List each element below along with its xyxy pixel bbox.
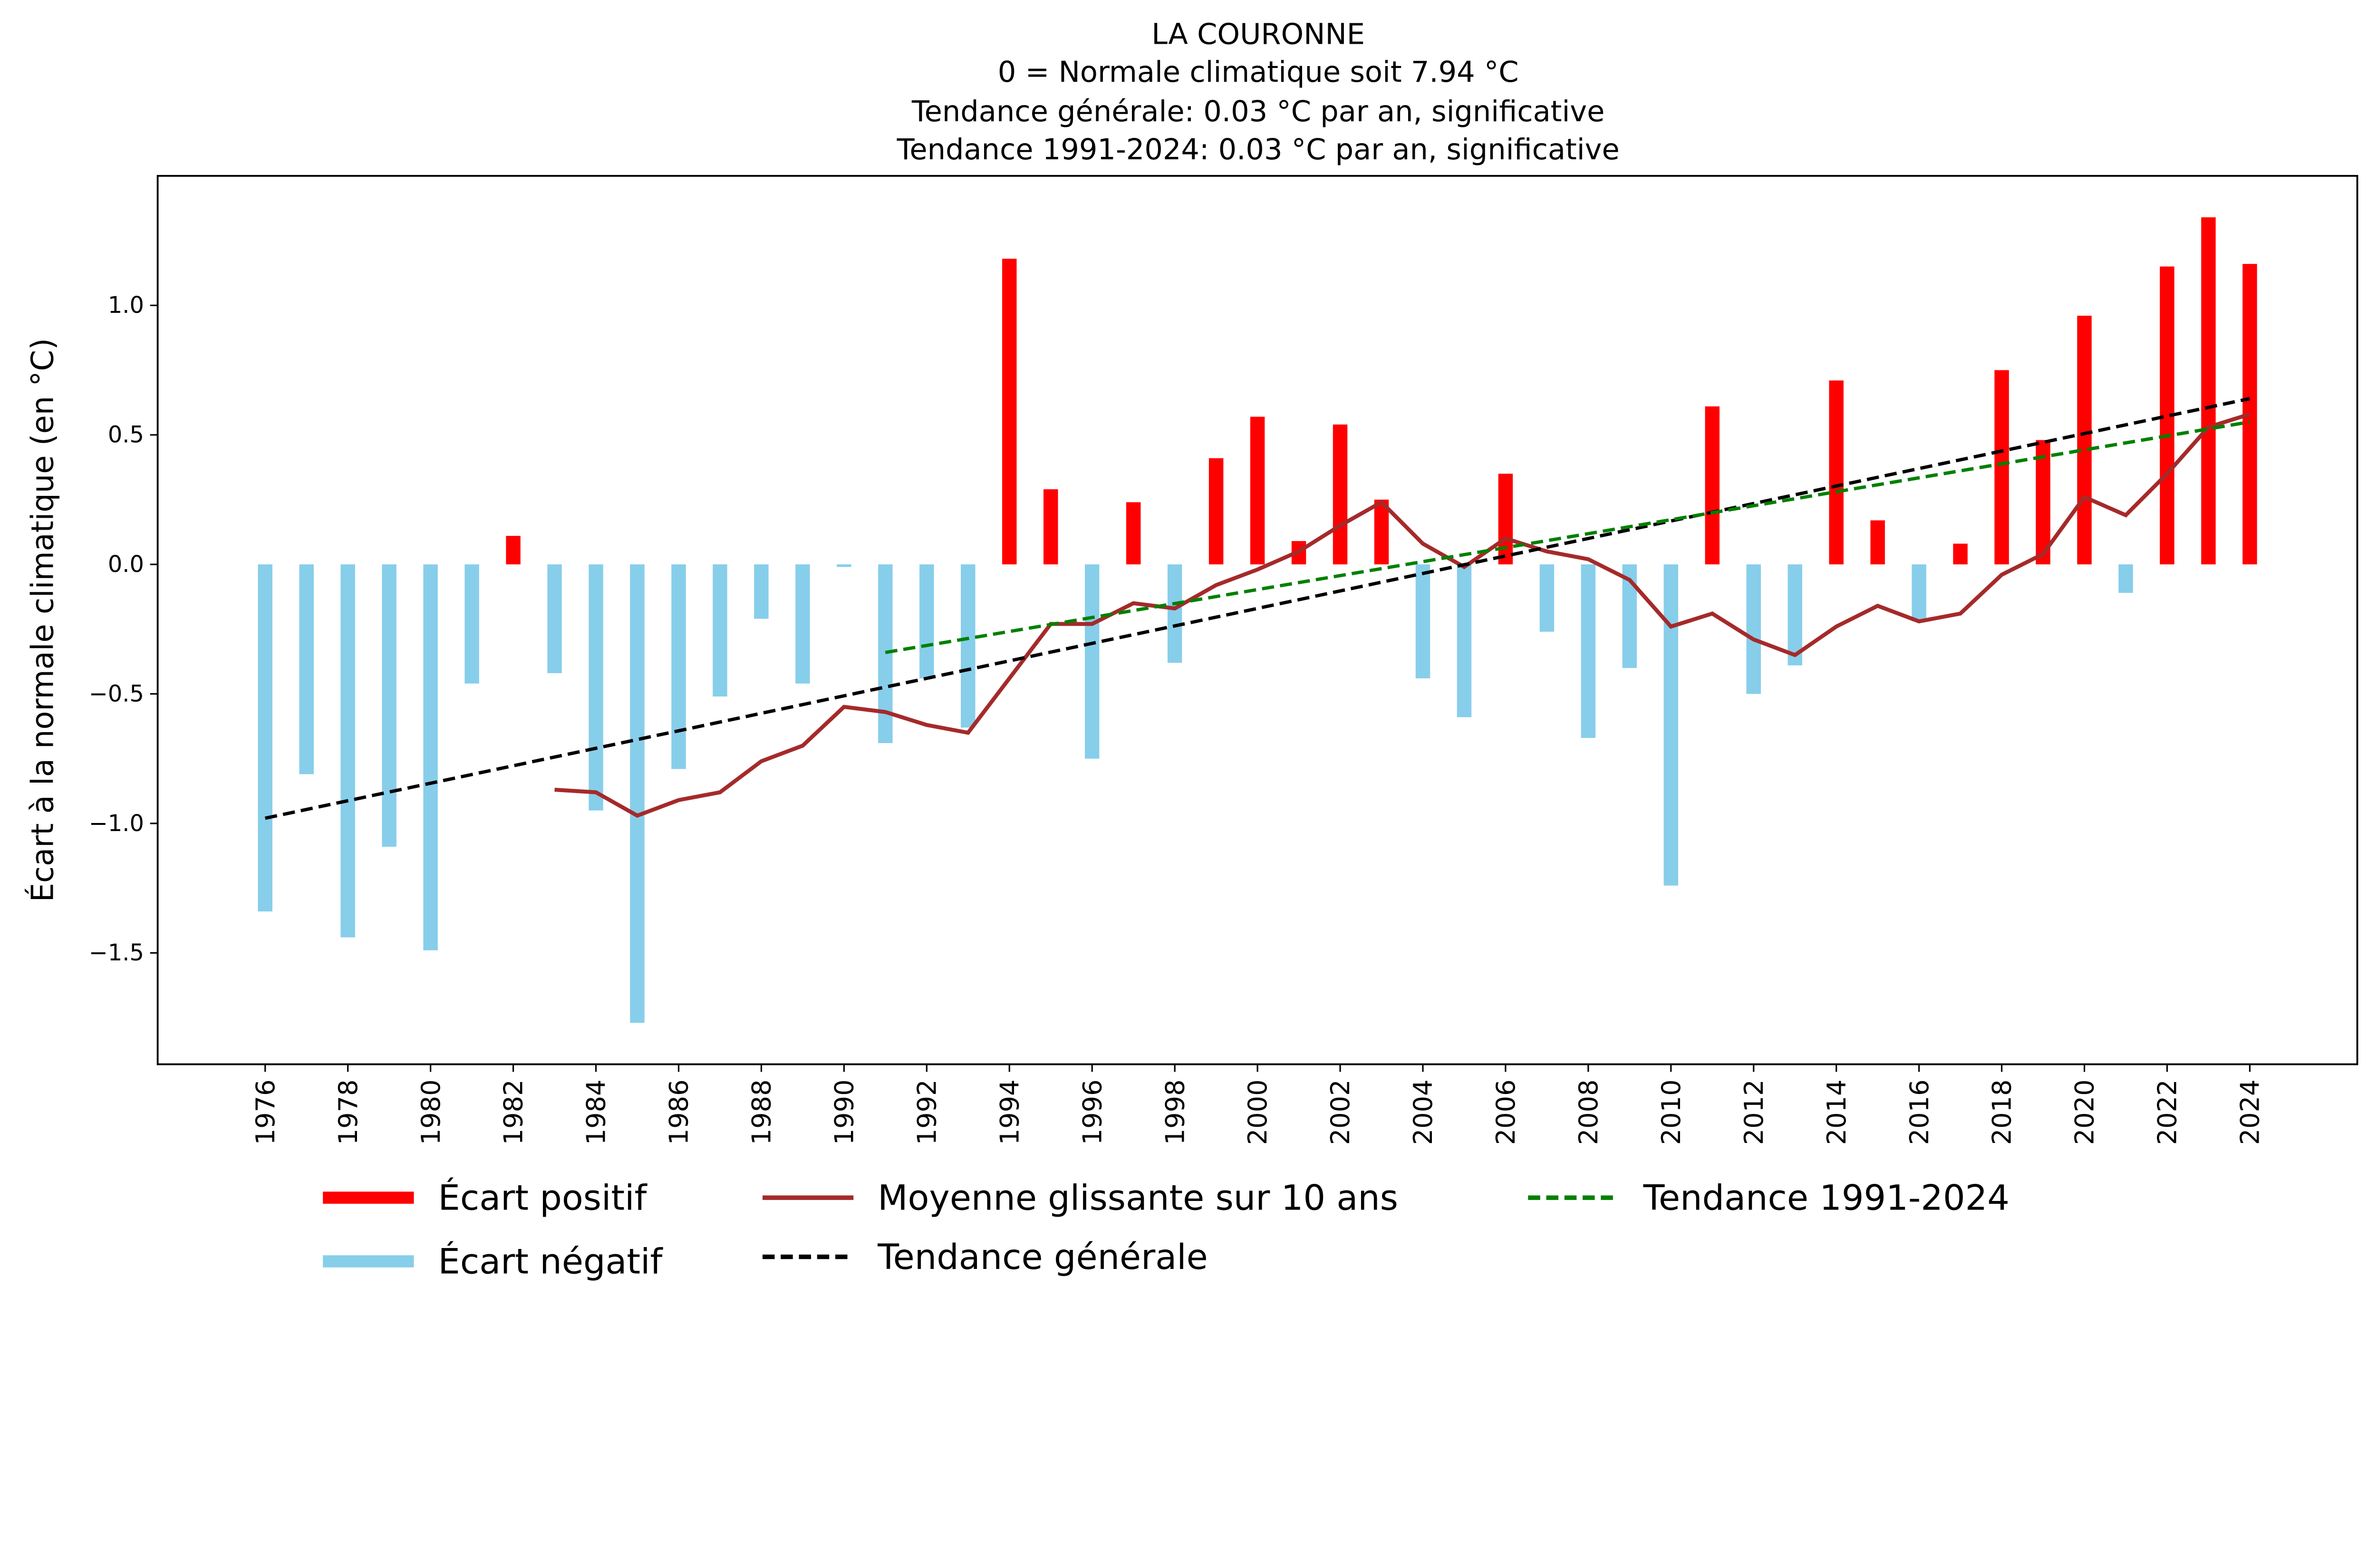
bar-positive [1870, 520, 1885, 565]
x-tick-label: 2012 [1739, 1079, 1769, 1145]
bar-negative [878, 564, 893, 743]
subtitle-line: Tendance générale: 0.03 °C par an, signi… [911, 95, 1604, 128]
y-axis: −1.5 −1.0 −0.5 0.0 0.5 1.0 [89, 292, 158, 966]
chart: LA COURONNE 0 = Normale climatique soit … [25, 18, 2358, 1282]
bar-positive [1953, 543, 1968, 565]
lines [265, 397, 2251, 820]
x-tick-label: 2014 [1822, 1079, 1852, 1145]
legend: Écart positif Écart négatif Moyenne glissa… [323, 1178, 2010, 1282]
x-tick-label: 2016 [1904, 1079, 1934, 1145]
bar-negative [464, 564, 479, 684]
bar-positive [1044, 489, 1058, 565]
trend-recent-line [885, 420, 2250, 654]
bar-negative [589, 564, 603, 811]
x-tick-label: 2018 [1987, 1079, 2017, 1145]
bar-negative [671, 564, 686, 769]
bar-positive [2036, 440, 2050, 565]
y-tick-label: 0.0 [108, 552, 144, 578]
x-axis: 1976 1978 1980 1982 1984 1986 1988 1990 1992 1994… [251, 1064, 2265, 1145]
y-tick-label: −0.5 [89, 681, 144, 707]
x-tick-label: 1980 [416, 1079, 446, 1145]
x-tick-label: 1976 [251, 1079, 280, 1145]
bar-negative [1084, 564, 1100, 759]
subtitle-line: 0 = Normale climatique soit 7.94 °C [998, 56, 1519, 89]
rolling-mean-line [554, 412, 2251, 818]
bar-positive [506, 536, 521, 565]
bar-positive [1498, 474, 1513, 565]
legend-label: Moyenne glissante sur 10 ans [878, 1178, 1398, 1219]
bar-negative [795, 564, 810, 684]
bar-negative [258, 564, 272, 912]
bar-positive [1994, 370, 2009, 565]
plot-frame [156, 174, 2358, 1065]
x-tick-label: 2022 [2153, 1079, 2183, 1145]
bar-negative [1912, 564, 1926, 621]
x-tick-label: 1988 [747, 1079, 777, 1145]
legend-label: Écart positif [438, 1178, 648, 1219]
legend-label: Tendance 1991-2024 [1643, 1178, 2010, 1219]
bar-negative [547, 564, 562, 673]
bar-negative [754, 564, 769, 619]
legend-label: Écart négatif [438, 1241, 664, 1282]
y-axis-label: Écart à la normale climatique (en °C) [25, 338, 61, 902]
bars [258, 217, 2257, 1023]
bar-negative [340, 564, 355, 938]
x-tick-label: 1984 [581, 1079, 611, 1145]
bar-positive [1333, 424, 1348, 565]
subtitle-line: Tendance 1991-2024: 0.03 °C par an, sign… [897, 133, 1620, 166]
bar-negative [1415, 564, 1430, 678]
chart-title: LA COURONNE 0 = Normale climatique soit … [897, 18, 1620, 166]
x-tick-label: 1994 [995, 1079, 1024, 1145]
bar-negative [382, 564, 396, 847]
bar-negative [1457, 564, 1472, 717]
bar-negative [2118, 564, 2133, 593]
bar-negative [630, 564, 645, 1023]
title-line: LA COURONNE [1151, 18, 1365, 51]
bar-positive [1705, 406, 1720, 565]
legend-label: Tendance générale [877, 1237, 1208, 1278]
bar-negative [1167, 564, 1182, 663]
bar-negative [1788, 564, 1802, 666]
x-tick-label: 2000 [1243, 1079, 1273, 1145]
bar-negative [1746, 564, 1761, 694]
x-tick-label: 1998 [1160, 1079, 1190, 1145]
x-tick-label: 2020 [2070, 1079, 2100, 1145]
bar-negative [423, 564, 438, 950]
bar-positive [1374, 499, 1389, 565]
x-tick-label: 2006 [1491, 1079, 1521, 1145]
y-tick-label: −1.0 [89, 811, 144, 837]
bar-negative [961, 564, 976, 728]
trend-all-line [265, 397, 2251, 820]
y-tick-label: 1.0 [108, 292, 144, 319]
bar-negative [919, 564, 934, 678]
bar-negative [299, 564, 314, 774]
bar-positive [2077, 316, 2092, 565]
x-tick-label: 2008 [1574, 1079, 1604, 1145]
bar-negative [713, 564, 727, 697]
x-tick-label: 1986 [664, 1079, 694, 1145]
x-tick-label: 2010 [1656, 1079, 1686, 1145]
x-tick-label: 2004 [1408, 1079, 1438, 1145]
bar-positive [1829, 380, 1844, 565]
x-tick-label: 2002 [1325, 1079, 1355, 1145]
x-tick-label: 2024 [2235, 1079, 2265, 1145]
x-tick-label: 1992 [912, 1079, 942, 1145]
x-tick-label: 1982 [499, 1079, 529, 1145]
y-tick-label: −1.5 [89, 940, 144, 966]
bar-positive [2201, 217, 2216, 565]
bar-negative [837, 564, 851, 567]
bar-positive [1250, 416, 1265, 565]
bar-positive [1002, 259, 1017, 565]
bar-positive [1126, 502, 1141, 565]
x-tick-label: 1996 [1077, 1079, 1107, 1145]
bar-positive [1208, 458, 1224, 565]
bar-negative [1539, 564, 1555, 632]
x-tick-label: 1978 [333, 1079, 363, 1145]
y-tick-label: 0.5 [108, 422, 144, 448]
bar-negative [1663, 564, 1679, 886]
bar-negative [1581, 564, 1596, 738]
x-tick-label: 1990 [830, 1079, 860, 1145]
